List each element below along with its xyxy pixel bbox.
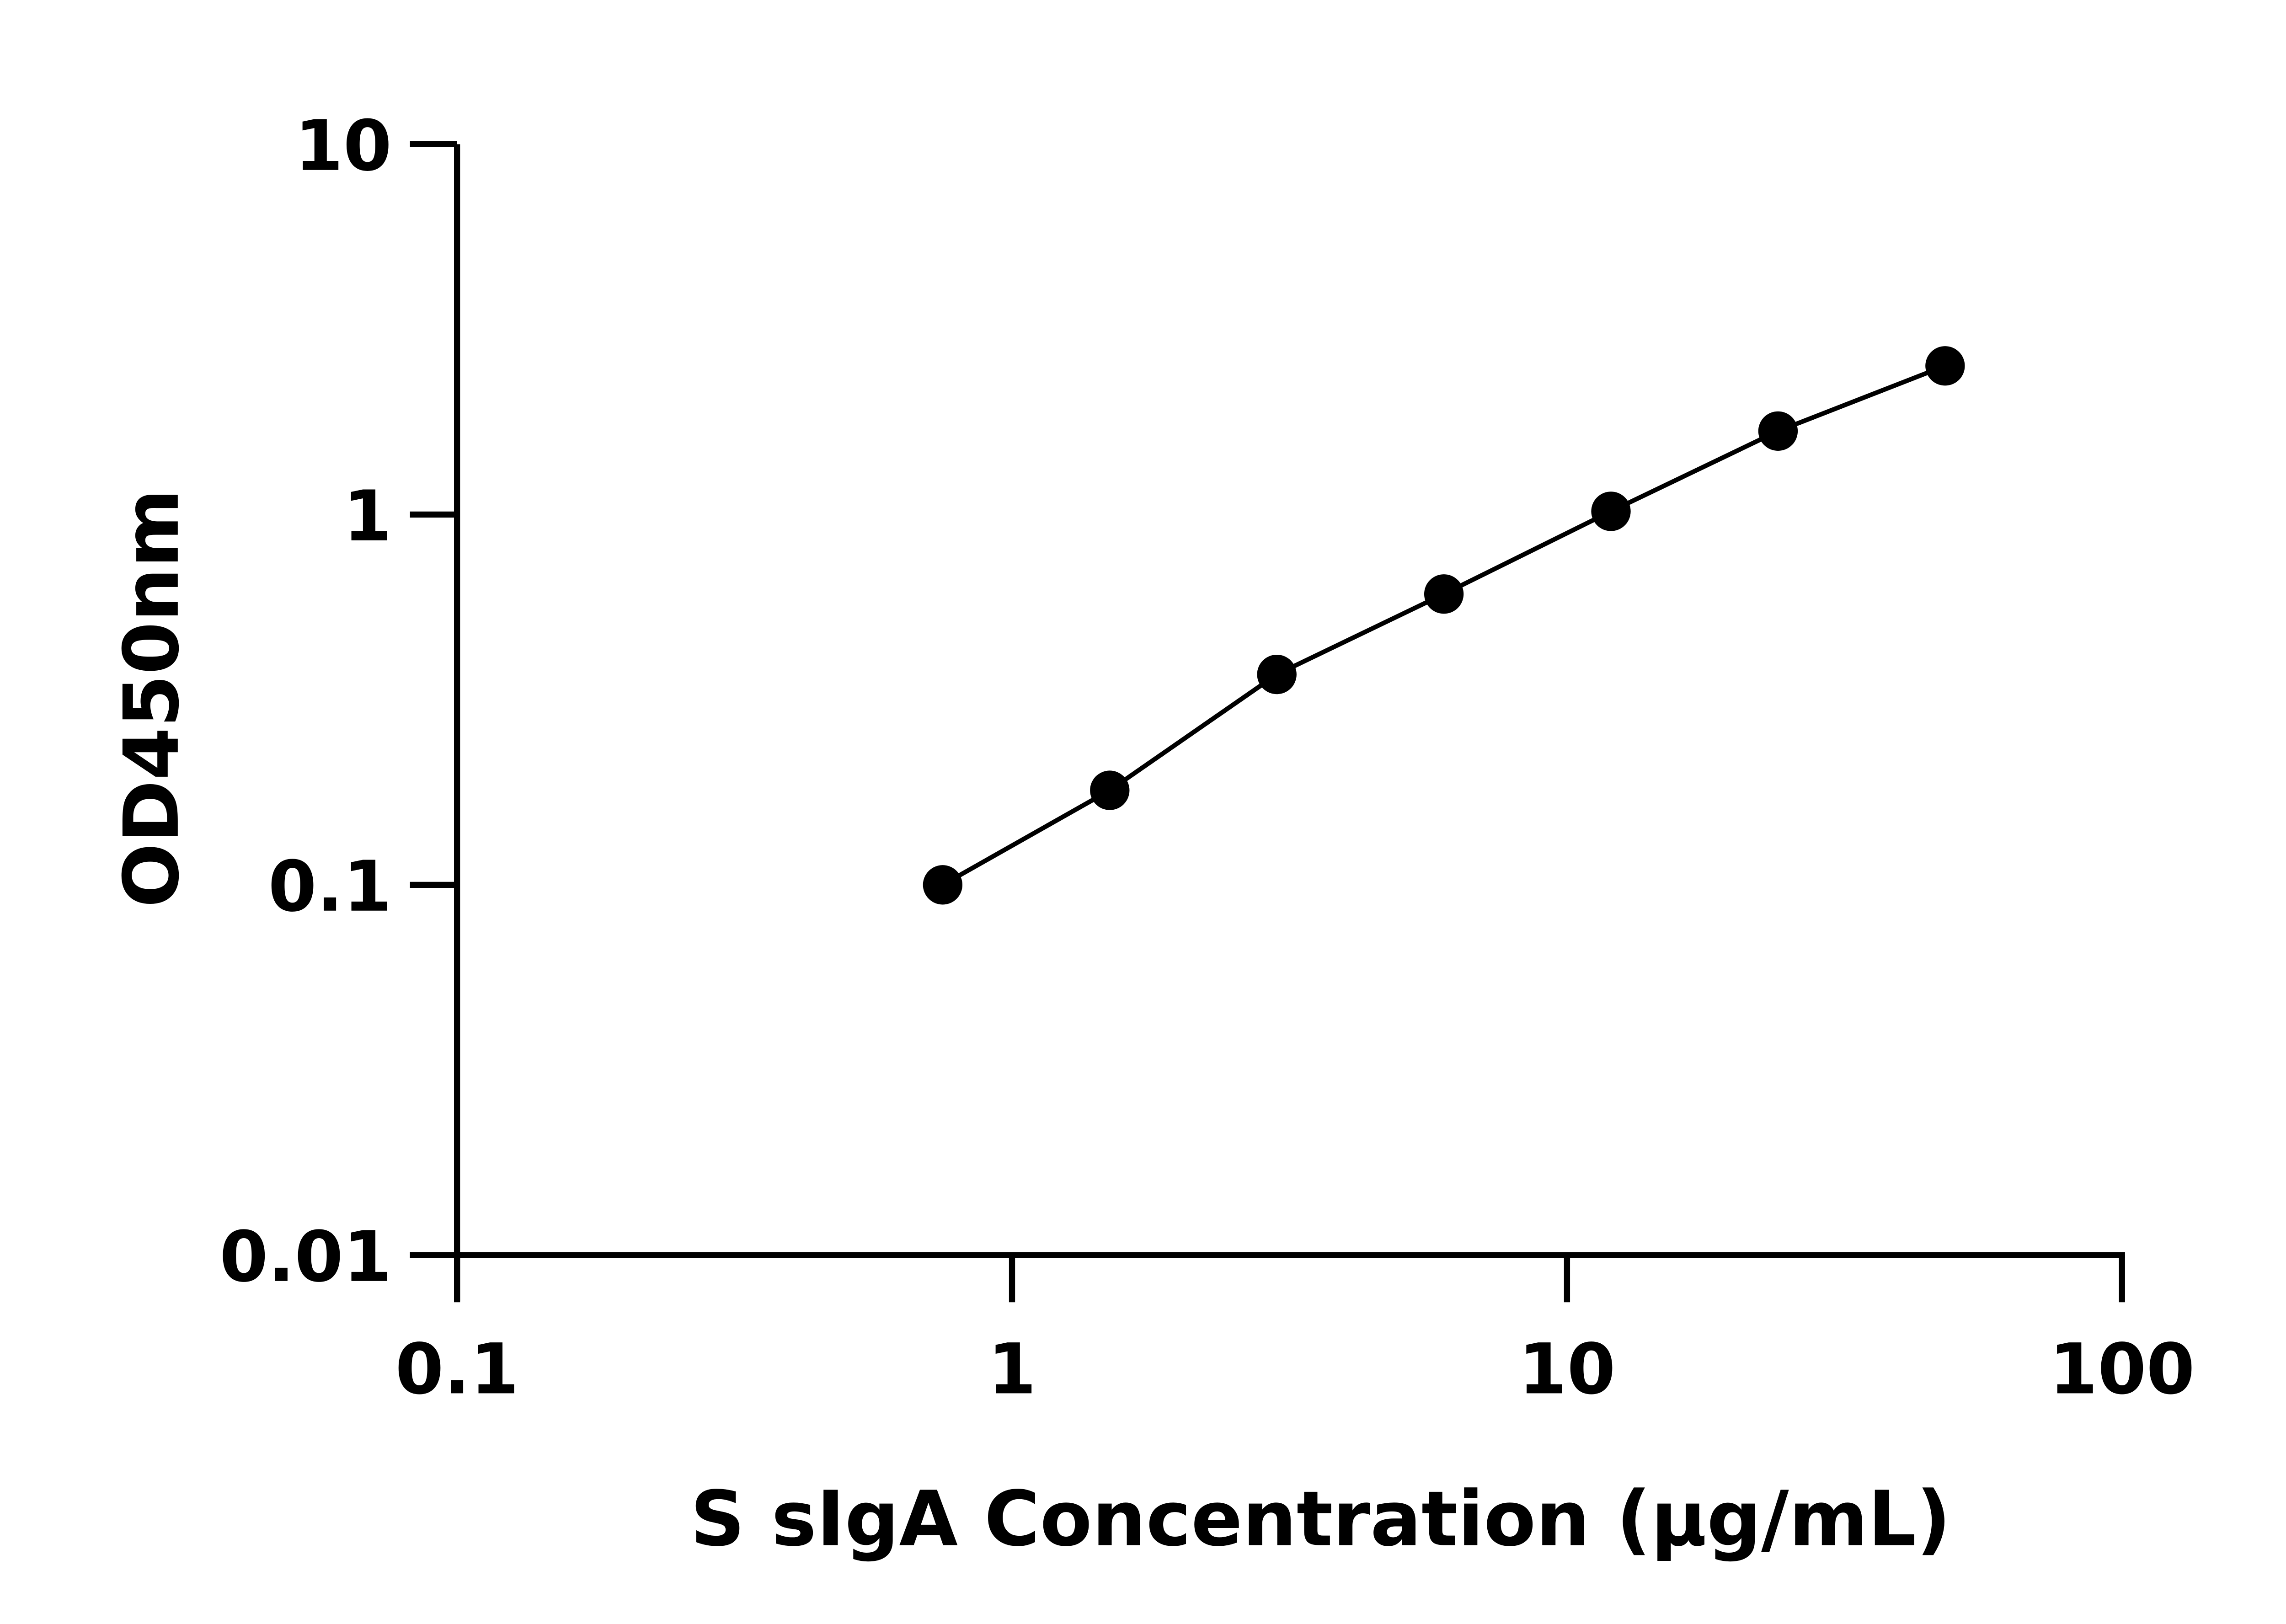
y-ticks: 0.01 0.1 1 10 — [219, 106, 457, 1298]
data-point — [1424, 574, 1464, 614]
x-tick-label: 100 — [2049, 1329, 2195, 1410]
data-point — [1758, 411, 1798, 451]
series — [923, 346, 1965, 905]
y-tick-label: 10 — [294, 106, 391, 187]
y-axis-label: OD450nm — [108, 489, 196, 908]
x-tick-label: 10 — [1518, 1329, 1615, 1410]
y-tick-label: 1 — [343, 476, 392, 557]
y-tick-label: 0.1 — [268, 846, 391, 928]
fit-line — [941, 363, 1946, 887]
x-tick-label: 1 — [988, 1329, 1036, 1410]
y-tick-label: 0.01 — [219, 1217, 392, 1298]
x-ticks: 0.1 1 10 100 — [395, 1255, 2195, 1410]
data-point — [923, 865, 963, 905]
data-point — [1257, 654, 1297, 694]
x-tick-label: 0.1 — [395, 1329, 518, 1410]
data-point — [1591, 491, 1631, 531]
data-point — [1925, 346, 1965, 386]
data-point — [1090, 770, 1130, 810]
x-axis-label: S sIgA Concentration (μg/mL) — [690, 1475, 1951, 1563]
axes — [410, 144, 2125, 1301]
